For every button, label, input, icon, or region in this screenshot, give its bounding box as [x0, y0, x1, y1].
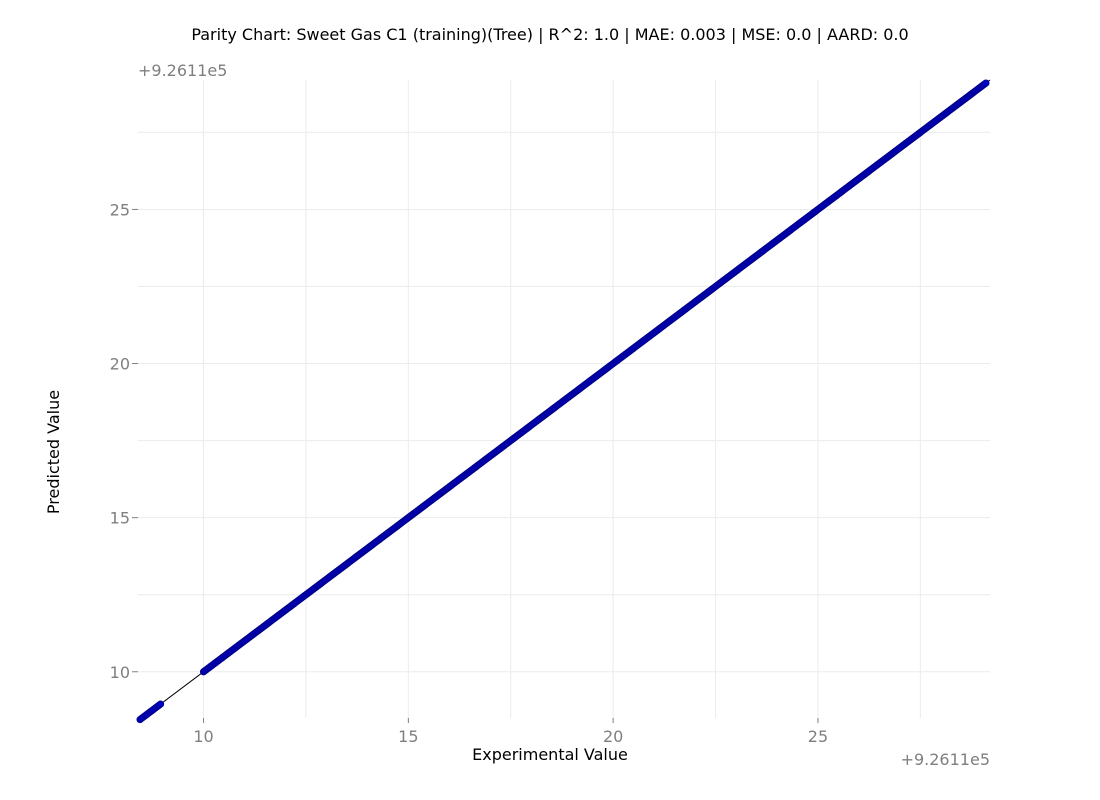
data-point: [982, 79, 990, 87]
x-tick-label: 20: [603, 727, 623, 746]
x-offset-label: +9.2611e5: [901, 750, 990, 769]
chart-title: Parity Chart: Sweet Gas C1 (training)(Tr…: [191, 25, 908, 44]
x-tick-label: 15: [398, 727, 418, 746]
x-axis-label: Experimental Value: [472, 745, 628, 764]
y-tick-label: 15: [110, 509, 130, 528]
x-tick-label: 10: [193, 727, 213, 746]
y-tick-label: 20: [110, 355, 130, 374]
data-point: [156, 700, 165, 708]
x-tick-label: 25: [808, 727, 828, 746]
y-axis-label: Predicted Value: [44, 390, 63, 514]
y-tick-label: 25: [110, 200, 130, 219]
y-tick-label: 10: [110, 663, 130, 682]
y-offset-label: +9.2611e5: [138, 61, 227, 80]
axis-ticks: 10 15 20 25 10 15 20 25: [110, 200, 829, 746]
data-points: [136, 79, 990, 724]
grid-lines: [138, 80, 990, 718]
